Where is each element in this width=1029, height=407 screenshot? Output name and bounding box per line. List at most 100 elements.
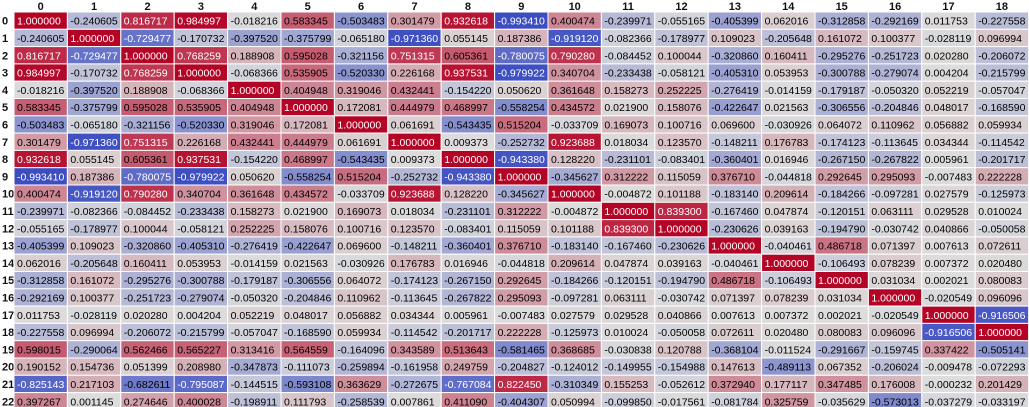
cell-value: -0.167460 — [604, 241, 651, 253]
cell-value: -0.767084 — [444, 379, 491, 391]
cell-value: -0.168590 — [978, 102, 1025, 114]
column-header: 2 — [144, 1, 150, 13]
cell-value: 0.109023 — [70, 241, 114, 253]
cell-value: 0.169073 — [604, 119, 648, 131]
cell-value: -0.593108 — [284, 379, 331, 391]
cell-value: 0.109023 — [711, 33, 755, 45]
cell-value: 0.397267 — [17, 396, 61, 407]
cell-value: -0.267150 — [444, 275, 491, 287]
cell-value: -0.215799 — [177, 327, 224, 339]
cell-value: 0.021563 — [284, 258, 328, 270]
column-header: 16 — [889, 1, 901, 13]
cell-value: -0.258539 — [337, 396, 384, 407]
cell-value: -0.011524 — [765, 344, 812, 356]
cell-value: 0.515204 — [498, 119, 542, 131]
cell-value: -0.405399 — [711, 16, 758, 28]
cell-value: 1.000000 — [284, 102, 328, 114]
cell-value: 0.001145 — [70, 396, 113, 407]
column-header: 15 — [836, 1, 848, 13]
cell-value: 1.000000 — [604, 206, 648, 218]
cell-value: 0.029528 — [604, 310, 648, 322]
cell-value: 0.080083 — [978, 275, 1022, 287]
cell-value: -0.259894 — [337, 362, 384, 374]
cell-value: 0.147613 — [711, 362, 755, 374]
cell-value: 0.027579 — [925, 189, 969, 201]
cell-value: -0.780075 — [124, 171, 171, 183]
cell-value: 0.128220 — [551, 154, 595, 166]
cell-value: 0.096096 — [978, 292, 1022, 304]
row-header: 21 — [2, 379, 14, 391]
cell-value: -0.183140 — [551, 241, 598, 253]
cell-value: -0.404307 — [498, 396, 545, 407]
column-header: 8 — [465, 1, 471, 13]
cell-value: 0.047874 — [765, 206, 809, 218]
cell-value: 0.583345 — [284, 16, 328, 28]
row-header: 2 — [2, 50, 8, 62]
cell-value: -0.943380 — [498, 154, 545, 166]
cell-value: -0.405399 — [17, 241, 64, 253]
cell-value: -0.125973 — [551, 327, 598, 339]
cell-value: 0.120788 — [658, 344, 702, 356]
cell-value: 0.368685 — [551, 344, 595, 356]
cell-value: 0.319046 — [337, 85, 381, 97]
cell-value: 0.059934 — [337, 327, 381, 339]
column-header: 1 — [91, 1, 97, 13]
cell-value: -0.097281 — [551, 292, 598, 304]
row-header: 22 — [2, 396, 14, 407]
cell-value: -0.290064 — [70, 344, 117, 356]
cell-value: 0.071397 — [711, 292, 755, 304]
cell-value: -0.215799 — [978, 68, 1025, 80]
cell-value: 0.078239 — [871, 258, 915, 270]
cell-value: -0.099850 — [604, 396, 651, 407]
cell-value: 0.372940 — [711, 379, 755, 391]
cell-value: -0.120151 — [818, 206, 865, 218]
cell-value: 0.226168 — [391, 68, 435, 80]
cell-value: 0.158273 — [231, 206, 275, 218]
cell-value: 0.176783 — [765, 137, 809, 149]
column-header: 13 — [729, 1, 741, 13]
row-header: 14 — [2, 258, 15, 270]
cell-value: -0.050058 — [658, 327, 705, 339]
cell-value: 0.434572 — [284, 189, 328, 201]
cell-value: 0.790280 — [551, 50, 595, 62]
cell-value: 0.605361 — [124, 154, 168, 166]
column-header: 6 — [358, 1, 364, 13]
cell-value: 0.100716 — [337, 223, 381, 235]
cell-value: -0.543435 — [444, 119, 491, 131]
cell-value: 0.011753 — [17, 310, 60, 322]
cell-value: -0.227558 — [978, 16, 1025, 28]
cell-value: 0.400474 — [551, 16, 595, 28]
cell-value: -0.030742 — [871, 223, 918, 235]
cell-value: 0.020280 — [925, 50, 969, 62]
cell-value: 0.923688 — [551, 137, 595, 149]
cell-value: 0.562466 — [124, 344, 168, 356]
cell-value: 0.016946 — [444, 258, 488, 270]
column-header: 12 — [675, 1, 687, 13]
cell-value: -0.230626 — [711, 223, 758, 235]
cell-value: -0.943380 — [444, 171, 491, 183]
cell-value: -0.178977 — [658, 33, 705, 45]
cell-value: 0.007613 — [711, 310, 755, 322]
cell-value: -0.168590 — [284, 327, 331, 339]
cell-value: 0.190152 — [17, 362, 61, 374]
cell-value: 0.361648 — [231, 189, 275, 201]
cell-value: -0.979922 — [498, 68, 545, 80]
cell-value: -0.979922 — [177, 171, 224, 183]
cell-value: -0.279074 — [177, 292, 224, 304]
cell-value: -0.179187 — [818, 85, 865, 97]
cell-value: 0.007613 — [925, 241, 969, 253]
column-header: 18 — [996, 1, 1008, 13]
cell-value: 0.160411 — [765, 50, 808, 62]
cell-value: -0.028119 — [70, 310, 117, 322]
cell-value: 0.217103 — [70, 379, 114, 391]
cell-value: -0.058121 — [177, 223, 224, 235]
cell-value: -0.009478 — [925, 362, 972, 374]
row-header: 0 — [2, 16, 8, 28]
cell-value: 1.000000 — [231, 85, 275, 97]
cell-value: 0.063111 — [604, 292, 646, 304]
cell-value: 0.069600 — [337, 241, 381, 253]
cell-value: -0.558254 — [498, 102, 545, 114]
cell-value: -0.276419 — [231, 241, 278, 253]
cell-value: -0.520330 — [177, 119, 224, 131]
cell-value: -0.795087 — [177, 379, 224, 391]
